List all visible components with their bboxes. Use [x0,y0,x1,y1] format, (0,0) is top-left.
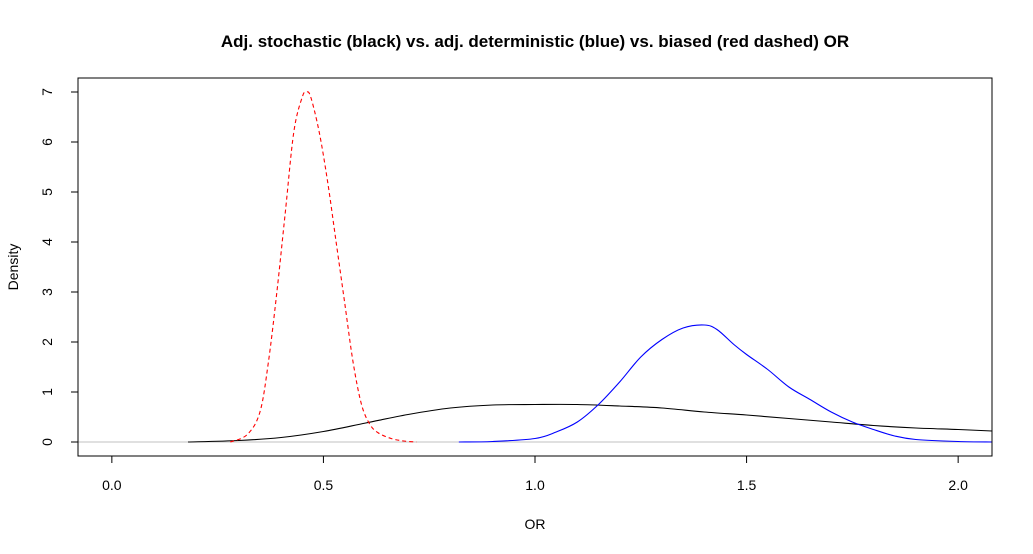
chart-title: Adj. stochastic (black) vs. adj. determi… [221,32,849,51]
y-tick-label: 2 [39,338,55,346]
x-axis-label: OR [525,516,546,532]
y-tick-label: 1 [39,388,55,396]
x-tick-label: 1.5 [737,477,757,493]
y-axis-label: Density [5,244,21,291]
x-tick-label: 2.0 [948,477,968,493]
black-density-curve [188,403,992,443]
y-tick-label: 3 [39,288,55,296]
y-tick-label: 7 [39,88,55,96]
x-tick-label: 0.0 [102,477,122,493]
y-tick-label: 6 [39,138,55,146]
y-tick-label: 0 [39,438,55,446]
x-tick-label: 0.5 [314,477,334,493]
plot-frame [77,77,993,457]
blue-density-curve [458,324,992,443]
y-tick-label: 4 [39,238,55,246]
red-dashed-density-curve [230,91,417,443]
x-tick-label: 1.0 [525,477,545,493]
y-tick-label: 5 [39,188,55,196]
